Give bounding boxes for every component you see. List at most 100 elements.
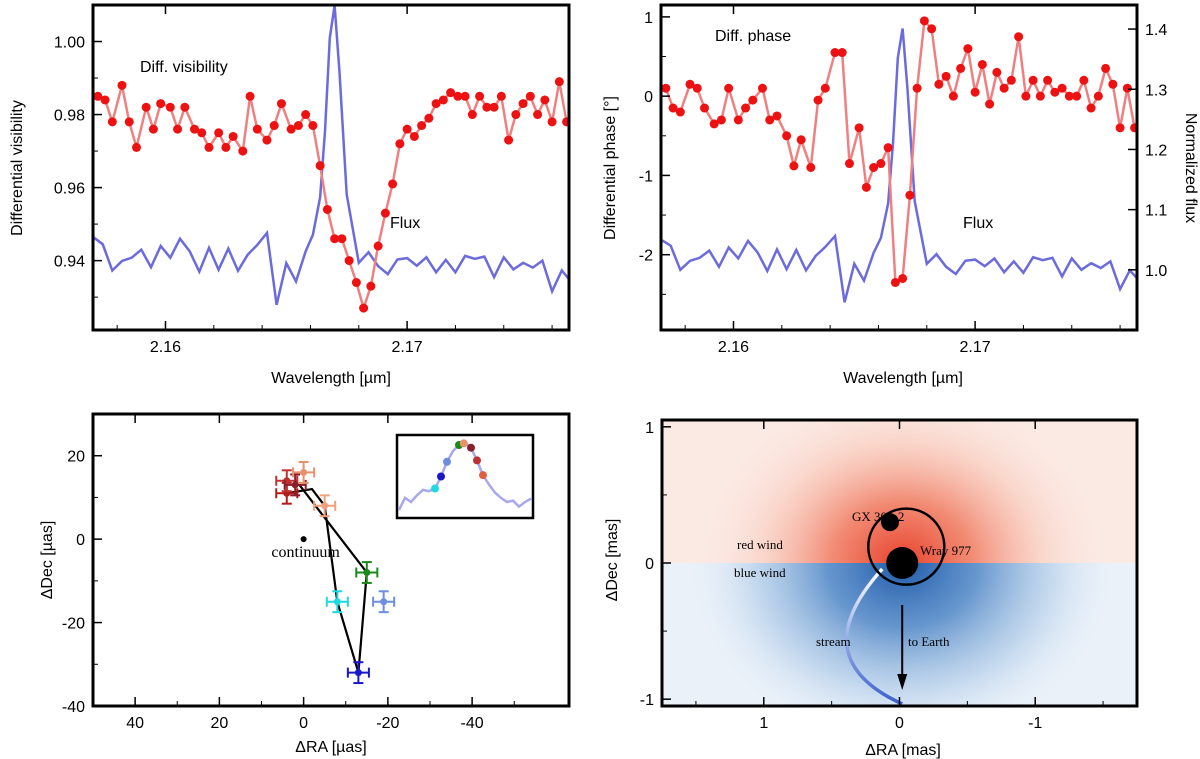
visibility-point	[482, 102, 492, 112]
to-earth-label: to Earth	[908, 634, 950, 649]
offset-point	[346, 661, 370, 685]
phase-point	[999, 83, 1009, 93]
phase-point	[861, 182, 871, 192]
phase-point	[963, 44, 973, 54]
inset-dot	[431, 484, 439, 493]
y-axis-label: ΔDec [µas]	[39, 521, 56, 600]
p1-ytick-label: 0.94	[54, 254, 85, 271]
phase-point	[1064, 91, 1074, 101]
visibility-point	[540, 95, 550, 105]
plot-frame	[659, 3, 1139, 332]
offset-marker	[291, 481, 299, 489]
visibility-point	[417, 121, 427, 131]
visibility-point	[293, 121, 303, 131]
continuum-label: continuum	[271, 544, 340, 561]
phase-point	[1043, 75, 1053, 85]
p3-ytick-label: 20	[67, 449, 85, 466]
y-axis-label: ΔDec [mas]	[604, 519, 621, 602]
p2-ytick-label: -2	[639, 248, 653, 265]
offset-marker	[380, 598, 388, 606]
phase-point	[830, 48, 840, 58]
red-wind-ellipse	[702, 420, 1103, 563]
visibility-point	[228, 131, 238, 141]
phase-point	[844, 159, 854, 169]
p4-xtick-label: -1	[1028, 715, 1042, 732]
p2r-ytick-label: 1.3	[1145, 82, 1167, 99]
visibility-point	[504, 135, 514, 145]
red-wind-label: red wind	[737, 537, 783, 552]
visibility-point	[221, 142, 231, 152]
phase-point	[733, 115, 743, 125]
flux-line	[93, 5, 569, 306]
phase-point	[1108, 79, 1118, 89]
phase-point	[782, 131, 792, 141]
phase-point	[854, 123, 864, 133]
phase-point	[675, 107, 685, 117]
phase-point	[919, 16, 929, 26]
visibility-point	[525, 91, 535, 101]
phase-point	[1006, 75, 1016, 85]
phase-point	[741, 103, 751, 113]
p2r-ytick-label: 1.1	[1145, 203, 1167, 220]
plot-area	[661, 16, 1137, 303]
visibility-point	[337, 234, 347, 244]
visibility-point	[141, 102, 151, 112]
visibility-point	[475, 91, 485, 101]
blue-wind-label: blue wind	[734, 565, 786, 580]
inset-dot	[459, 439, 468, 448]
inset-dot	[473, 456, 481, 465]
series-label: Diff. visibility	[140, 59, 228, 76]
visibility-point	[547, 117, 557, 127]
visibility-point	[511, 110, 521, 120]
phase-point	[985, 99, 995, 109]
stream-label: stream	[816, 634, 851, 649]
flux-label: Flux	[390, 215, 420, 232]
visibility-point	[189, 124, 199, 134]
red-wind-glow	[702, 420, 1103, 563]
p2-ytick-label: -1	[639, 168, 653, 185]
p3-ytick-label: -40	[62, 699, 85, 716]
p4-ytick-label: -1	[640, 692, 654, 709]
phase-point	[1130, 123, 1137, 133]
p1-xtick-label: 2.17	[392, 339, 423, 356]
phase-point	[1035, 91, 1045, 101]
panel-wind-model: red wind blue wind stream to Earth GX 301-2 W…	[604, 418, 1139, 759]
visibility-point	[107, 117, 117, 127]
p2-ytick-label: 1	[644, 10, 653, 27]
phase-point	[1050, 87, 1060, 97]
x-axis-label: Wavelength [µm]	[271, 370, 391, 387]
p1-ytick-label: 1.00	[54, 35, 85, 52]
phase-point	[905, 190, 915, 200]
visibility-point	[424, 113, 434, 123]
visibility-point	[204, 142, 214, 152]
phase-point	[716, 115, 726, 125]
phase-point	[772, 111, 782, 121]
phase-point	[1057, 83, 1067, 93]
companion-gx301	[881, 513, 899, 532]
offset-point	[325, 590, 349, 614]
visibility-point	[286, 124, 296, 134]
y-axis-label: Differential visibility	[9, 100, 26, 236]
offset-marker	[363, 569, 371, 577]
companion-label: GX 301-2	[852, 509, 904, 524]
phase-point	[820, 83, 830, 93]
visibility-point	[446, 88, 456, 98]
phase-line	[664, 18, 1136, 285]
inset-frame	[395, 433, 535, 520]
offset-marker	[333, 598, 341, 606]
visibility-point	[165, 102, 175, 112]
phase-point	[883, 143, 893, 153]
visibility-point	[124, 117, 134, 127]
p2-ytick-label: 0	[644, 89, 653, 106]
phase-point	[796, 135, 806, 145]
visibility-point	[489, 102, 499, 112]
visibility-point	[262, 135, 272, 145]
phase-point	[748, 95, 758, 105]
offset-path	[286, 484, 368, 673]
panel-differential-visibility: 2.16 2.17 0.94 0.96 0.98 1.00 Wavelength [µm] D…	[9, 3, 571, 387]
phase-point	[685, 79, 695, 89]
visibility-point	[402, 124, 412, 134]
p2r-ytick-label: 1.4	[1145, 22, 1167, 39]
phase-point	[699, 103, 709, 113]
p4-xtick-label: 0	[895, 715, 904, 732]
